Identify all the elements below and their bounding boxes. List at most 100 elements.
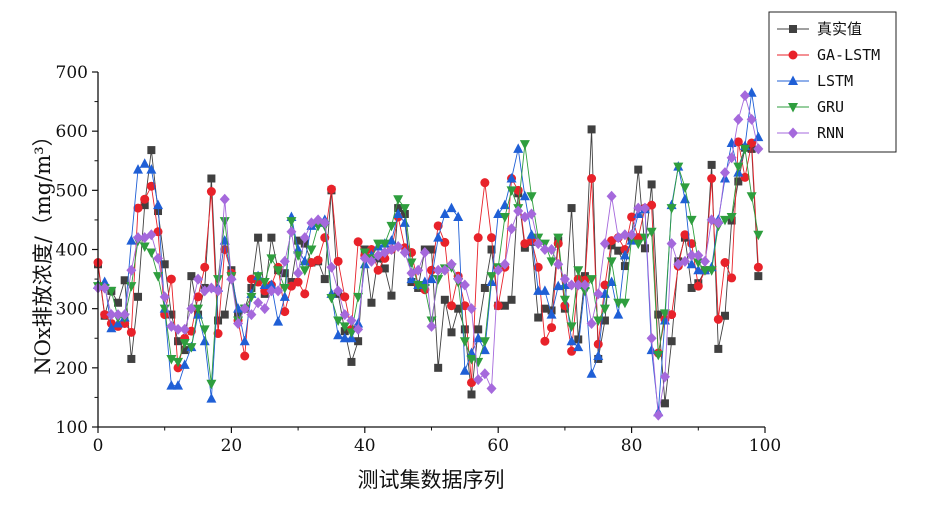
data-point [620,262,629,271]
data-point [379,239,390,250]
data-point [220,310,229,319]
y-axis-title: NOx排放浓度/（mg/m³） [31,125,55,374]
data-point [679,193,690,204]
data-point [426,273,437,284]
data-point [707,174,717,183]
data-point [100,310,110,320]
data-point [720,311,729,320]
data-point [419,246,430,258]
data-point [627,212,637,222]
data-point [406,247,416,257]
data-point [719,167,730,179]
data-point [546,257,557,267]
data-point [113,309,124,321]
data-point [699,255,710,267]
data-point [579,279,590,291]
data-point [447,301,457,311]
data-point [533,285,544,295]
data-point [653,409,664,421]
data-point [386,221,397,232]
data-point [347,357,356,366]
data-point [526,192,537,202]
data-point [593,288,604,300]
data-point [706,266,717,276]
data-point [326,261,337,273]
legend-marker [788,103,798,113]
data-point [699,266,710,276]
data-point [306,245,317,255]
y-tick-label: 700 [56,63,88,83]
x-tick-label: 80 [621,436,643,456]
data-point [433,232,444,242]
data-point [393,241,404,253]
data-point [647,200,657,210]
data-point [134,292,143,301]
data-point [367,298,376,307]
data-point [719,215,730,226]
data-point [140,194,150,204]
data-point [639,202,650,214]
data-point [566,322,577,332]
legend-marker [788,127,798,139]
data-point [439,208,450,218]
data-point [707,160,716,169]
data-point [753,143,764,155]
data-point [133,164,144,174]
data-point [746,113,757,125]
data-point [693,249,704,261]
data-point [686,249,697,261]
data-point [466,354,477,365]
x-tick-label: 40 [354,436,376,456]
data-point [399,217,410,227]
data-point [526,208,537,220]
data-point [567,346,577,356]
data-point [686,258,697,269]
data-point [293,277,303,287]
data-point [240,351,250,361]
data-point [546,309,557,319]
data-point [459,337,470,347]
data-point [667,310,677,320]
data-point [613,298,624,309]
data-point [659,309,670,319]
data-point [587,125,596,134]
data-point [566,335,577,346]
data-point [500,301,509,310]
data-point [246,309,257,321]
data-point [593,316,604,326]
data-point [646,227,657,238]
data-point [519,190,530,201]
data-point [213,275,224,285]
data-point [186,343,197,353]
data-point [166,380,177,390]
data-point [114,298,123,307]
data-point [153,252,164,264]
data-point [753,230,764,241]
data-point [266,279,277,289]
data-point [399,204,410,214]
data-point [733,113,744,125]
data-point [126,235,137,245]
data-point [607,241,616,250]
data-point [720,258,730,268]
data-point [139,158,150,168]
data-point [400,210,409,218]
data-point [460,325,469,334]
data-point [673,162,684,173]
data-point [626,229,637,241]
data-point [666,204,677,214]
data-point [473,332,484,343]
data-point [686,215,697,226]
legend-label: LSTM [817,72,853,90]
data-point [219,193,230,205]
data-point [606,257,617,267]
data-point [380,264,389,273]
y-tick-label: 300 [56,300,88,320]
data-point [713,314,723,324]
data-point [606,190,617,202]
data-point [219,217,230,227]
data-point [167,310,176,319]
data-point [206,187,216,197]
data-point [566,279,577,291]
